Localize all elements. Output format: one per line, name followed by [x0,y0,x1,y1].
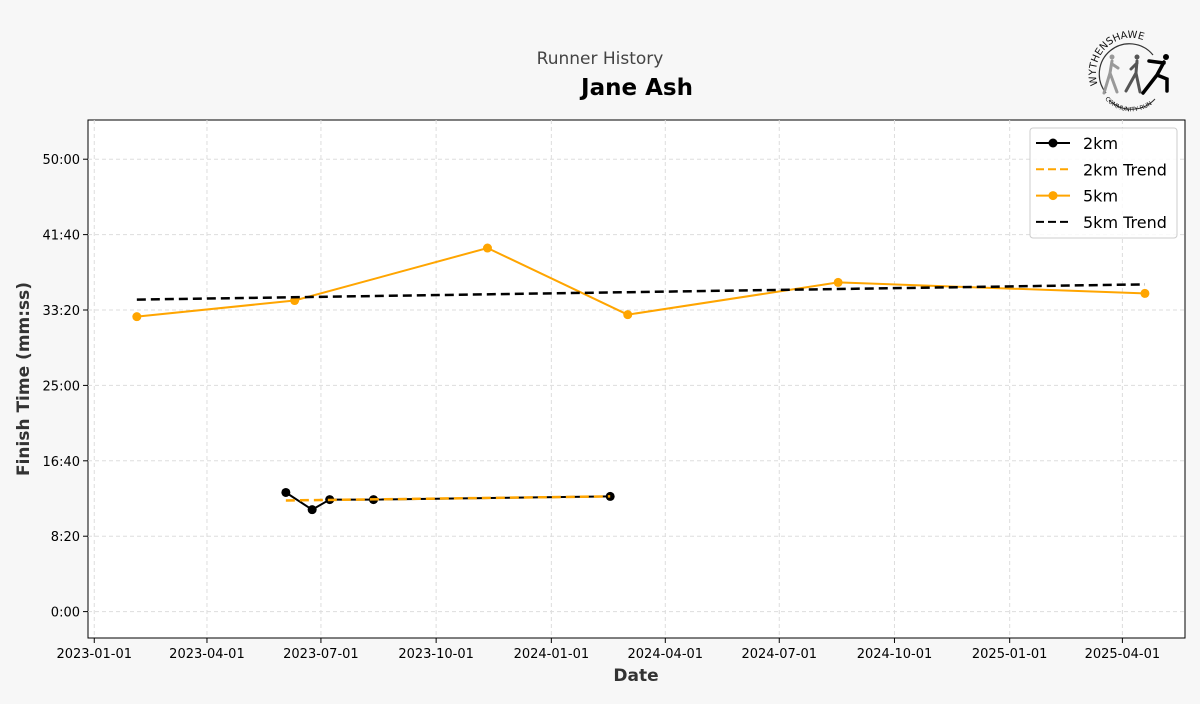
series-line-5km-trend [136,283,1145,301]
y-tick-label: 8:20 [51,530,80,545]
y-tick-label: 50:00 [43,153,80,168]
runner-icon-mid [1124,54,1142,94]
legend: 2km 2km Trend 5km 5km Trend [1029,127,1178,239]
runner-icon-dark [1141,54,1169,95]
legend-label-5km-trend: 5km Trend [1083,213,1167,232]
x-axis-label: Date [613,666,658,686]
runner-icon-light [1102,54,1120,95]
x-tick-label: 2024-07-01 [741,647,817,662]
y-axis-label: Finish Time (mm:ss) [14,282,34,476]
data-point-5km [833,277,843,287]
x-tick-label: 2023-01-01 [56,647,132,662]
series-line-2km-trend [285,495,611,502]
chart-subtitle: Runner History [537,49,664,69]
x-tick-label: 2023-04-01 [169,647,245,662]
legend-marker-5km [1048,191,1058,201]
x-tick-label: 2023-10-01 [398,647,474,662]
chart-title: Jane Ash [579,75,693,101]
plot-area [87,119,1186,639]
y-axis: 0:00 8:20 16:40 25:00 33:20 41:40 50:00 [43,153,88,621]
y-tick-label: 16:40 [43,455,80,470]
x-tick-label: 2025-04-01 [1085,647,1161,662]
legend-label-2km-trend: 2km Trend [1083,160,1167,179]
series-line-5km [136,246,1145,318]
x-axis: 2023-01-01 2023-04-01 2023-07-01 2023-10-01… [56,638,1160,662]
data-point-2km [281,487,291,497]
x-tick-label: 2024-01-01 [514,647,590,662]
data-point-2km [307,505,317,515]
data-point-5km [482,243,492,253]
series-layer [132,243,1150,515]
grid [88,120,1185,638]
y-tick-label: 33:20 [43,304,80,319]
data-point-5km [132,312,142,322]
legend-box [1029,127,1178,239]
legend-marker-2km [1048,138,1058,148]
y-tick-label: 25:00 [43,379,80,394]
data-point-5km [1140,288,1150,298]
data-point-5km [623,310,633,320]
y-tick-label: 0:00 [51,606,80,621]
x-tick-label: 2024-10-01 [857,647,933,662]
y-tick-label: 41:40 [43,229,80,244]
x-tick-label: 2024-04-01 [628,647,704,662]
x-tick-label: 2025-01-01 [972,647,1048,662]
x-tick-label: 2023-07-01 [283,647,359,662]
legend-label-5km: 5km [1083,187,1118,206]
legend-label-2km: 2km [1083,134,1118,153]
